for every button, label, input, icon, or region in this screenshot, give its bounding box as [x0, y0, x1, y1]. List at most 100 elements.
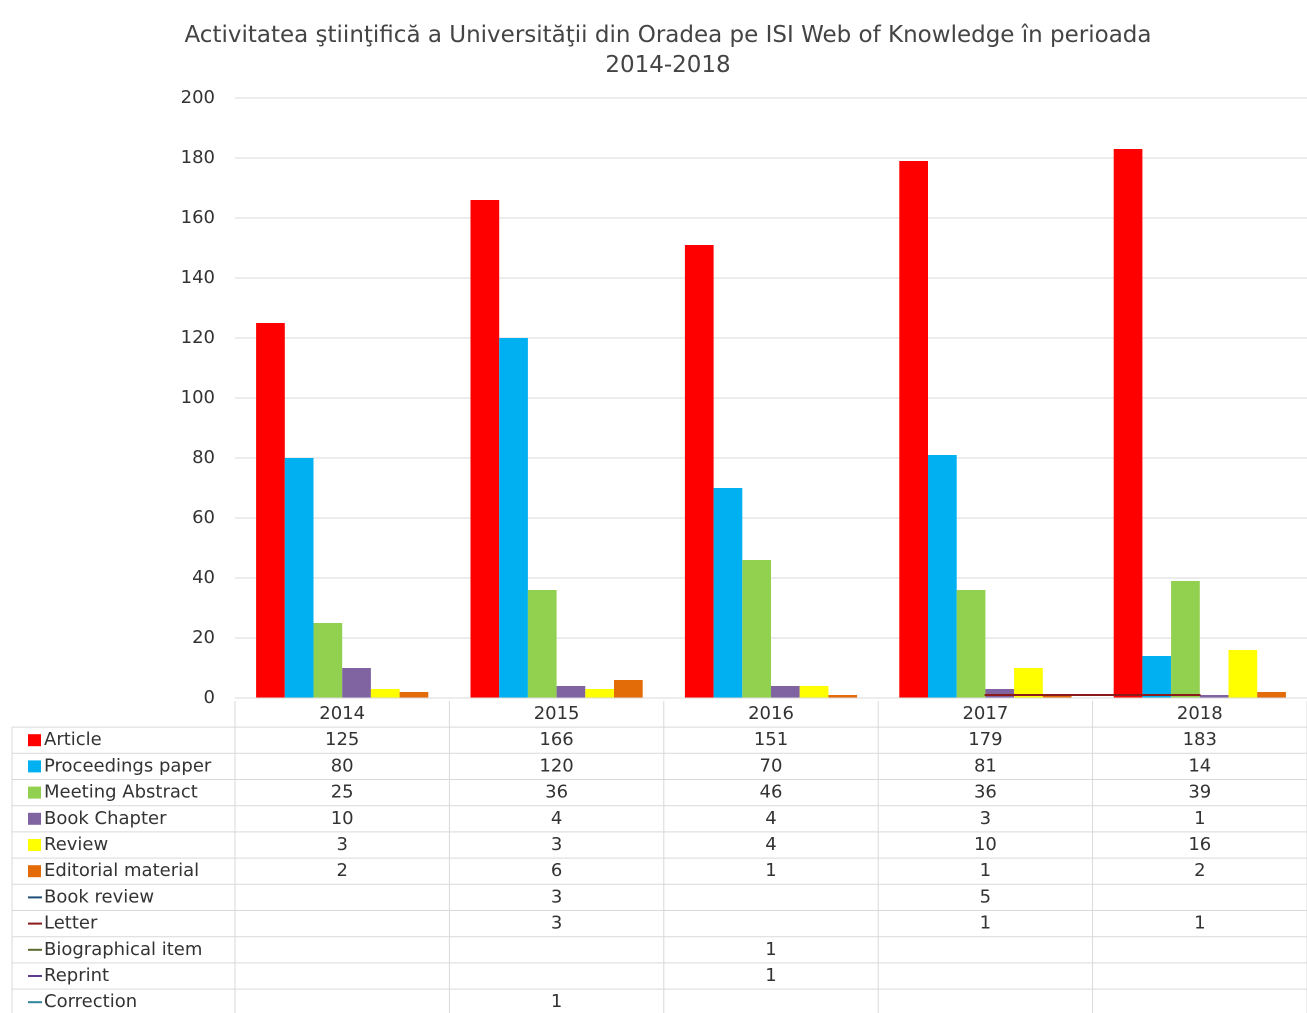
bar: [899, 161, 928, 698]
y-tick-label: 0: [204, 687, 215, 708]
bar: [742, 560, 771, 698]
y-tick-label: 160: [181, 207, 215, 228]
bar: [370, 689, 400, 698]
legend-swatch: [28, 734, 41, 747]
table-value: 14: [1188, 755, 1211, 776]
bar: [556, 686, 586, 698]
bar: [799, 686, 829, 698]
table-value: 179: [968, 729, 1002, 750]
bar: [399, 692, 429, 698]
table-value: 16: [1188, 834, 1211, 855]
bar: [1014, 668, 1043, 698]
bar: [713, 488, 743, 698]
legend-swatch: [28, 865, 41, 878]
legend-label: Biographical item: [44, 939, 202, 960]
table-value: 3: [551, 834, 562, 855]
table-value: 1: [765, 860, 776, 881]
table-value: 36: [545, 782, 568, 803]
bar: [527, 590, 557, 698]
table-value: 70: [760, 755, 783, 776]
bar: [284, 458, 314, 698]
bar: [684, 245, 714, 698]
legend-label: Correction: [44, 991, 137, 1012]
bar: [985, 689, 1015, 698]
bar: [1171, 581, 1200, 698]
bar: [256, 323, 285, 698]
x-tick-label: 2015: [534, 703, 580, 724]
y-tick-label: 60: [192, 507, 215, 528]
bar: [1199, 695, 1229, 698]
table-value: 6: [551, 860, 562, 881]
bar: [499, 338, 528, 698]
table-value: 80: [331, 755, 354, 776]
legend-label: Book Chapter: [44, 808, 167, 829]
table-value: 3: [336, 834, 347, 855]
x-tick-label: 2018: [1177, 703, 1223, 724]
table-value: 1: [765, 965, 776, 986]
table-value: 1: [765, 939, 776, 960]
table-value: 5: [980, 886, 991, 907]
bar: [828, 695, 858, 698]
legend-label: Review: [44, 834, 108, 855]
table-value: 1: [1194, 913, 1205, 934]
table-value: 3: [980, 808, 991, 829]
legend-label: Proceedings paper: [44, 755, 212, 776]
table-value: 4: [765, 834, 776, 855]
legend-swatch: [28, 839, 41, 851]
legend-label: Letter: [44, 913, 98, 934]
x-tick-label: 2017: [962, 703, 1008, 724]
table-value: 39: [1188, 782, 1211, 803]
table-value: 2: [336, 860, 347, 881]
chart-title: Activitatea ştiinţifică a Universităţii …: [184, 22, 1152, 78]
bar: [313, 623, 343, 698]
table-value: 166: [539, 729, 573, 750]
table-value: 2: [1194, 860, 1205, 881]
table-value: 3: [551, 886, 562, 907]
x-tick-label: 2016: [748, 703, 794, 724]
table-value: 3: [551, 913, 562, 934]
bar: [1042, 695, 1072, 698]
bar: [1142, 656, 1172, 698]
bar: [928, 455, 957, 698]
table-value: 125: [325, 729, 359, 750]
y-tick-label: 200: [181, 87, 215, 108]
legend-label: Article: [44, 729, 102, 750]
y-tick-label: 80: [192, 447, 215, 468]
y-tick-label: 40: [192, 567, 215, 588]
table-value: 151: [754, 729, 788, 750]
bar: [771, 686, 800, 698]
table-value: 1: [1194, 808, 1205, 829]
y-tick-label: 180: [181, 147, 215, 168]
table-value: 46: [760, 782, 783, 803]
legend-swatch: [28, 812, 41, 825]
bar: [1228, 650, 1258, 698]
table-value: 4: [551, 808, 562, 829]
table-value: 1: [980, 860, 991, 881]
bar: [470, 200, 500, 698]
legend-swatch: [28, 760, 41, 773]
table-value: 10: [331, 808, 354, 829]
legend-label: Editorial material: [44, 860, 199, 881]
y-tick-label: 120: [181, 327, 215, 348]
y-tick-label: 140: [181, 267, 215, 288]
legend-label: Meeting Abstract: [44, 782, 198, 803]
table-value: 25: [331, 782, 354, 803]
table-value: 1: [980, 913, 991, 934]
table-value: 81: [974, 755, 997, 776]
table-value: 36: [974, 782, 997, 803]
bar: [956, 590, 986, 698]
table-value: 10: [974, 834, 997, 855]
bar: [342, 668, 371, 698]
legend-label: Book review: [44, 886, 154, 907]
table-value: 4: [765, 808, 776, 829]
bar: [1113, 149, 1143, 698]
x-tick-label: 2014: [319, 703, 365, 724]
legend-label: Reprint: [44, 965, 109, 986]
bar: [1257, 692, 1286, 698]
y-tick-label: 20: [192, 627, 215, 648]
legend-swatch: [28, 786, 41, 799]
table-value: 1: [551, 991, 562, 1012]
y-tick-label: 100: [181, 387, 215, 408]
